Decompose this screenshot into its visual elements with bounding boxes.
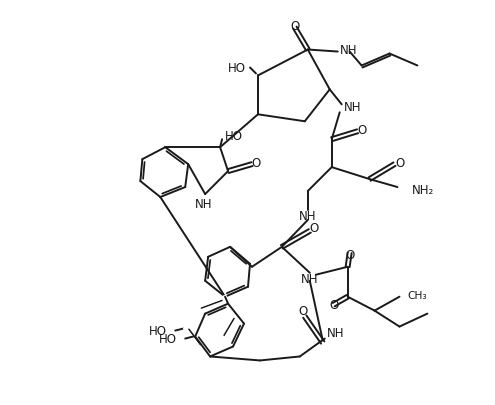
Text: NH: NH — [340, 44, 357, 57]
Text: NH: NH — [344, 100, 361, 113]
Text: NH: NH — [301, 273, 319, 286]
Text: O: O — [290, 20, 299, 33]
Text: O: O — [309, 222, 318, 235]
Text: HO: HO — [228, 62, 246, 75]
Text: O: O — [357, 124, 366, 136]
Text: HO: HO — [149, 324, 167, 337]
Text: O: O — [251, 156, 260, 169]
Text: O: O — [298, 305, 307, 318]
Text: O: O — [396, 156, 405, 169]
Text: NH: NH — [195, 198, 212, 211]
Text: O: O — [345, 249, 354, 262]
Text: NH: NH — [327, 326, 344, 339]
Text: HO: HO — [225, 130, 243, 143]
Text: CH₃: CH₃ — [407, 290, 427, 300]
Text: NH₂: NH₂ — [411, 183, 434, 196]
Text: HO: HO — [159, 332, 177, 345]
Text: O: O — [329, 298, 338, 311]
Text: NH: NH — [299, 210, 316, 223]
